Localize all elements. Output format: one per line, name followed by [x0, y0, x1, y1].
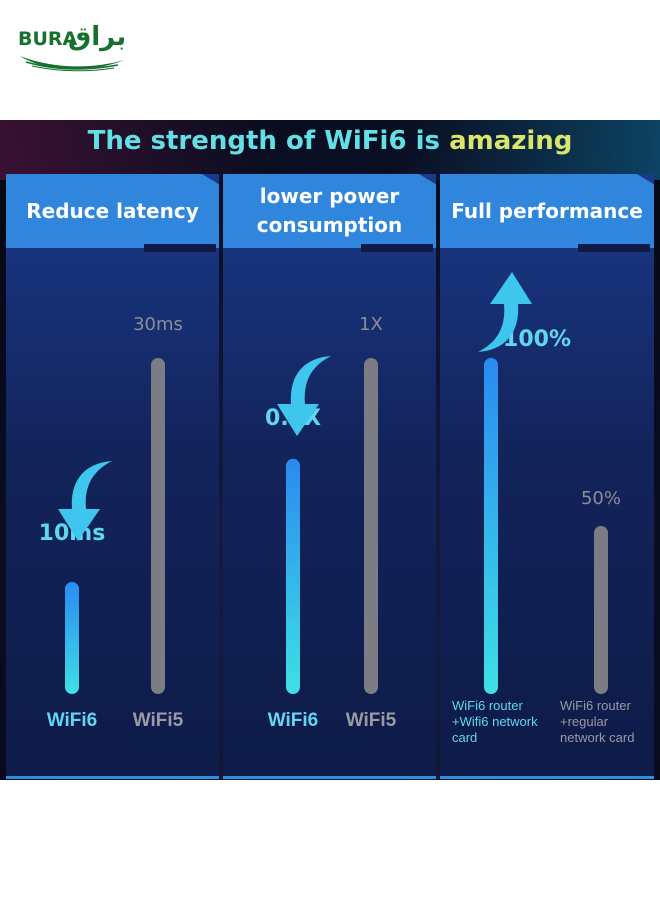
power-panel: lower power consumption 0.7XWiFi61XWiFi5 [223, 174, 436, 779]
bar-wifi6 [286, 458, 300, 694]
panel-title: Reduce latency [26, 198, 199, 223]
panel-title: lower power consumption [256, 184, 403, 237]
data-label: 30ms [133, 314, 183, 335]
down-arrow-icon [58, 461, 112, 541]
brand-logo: BURA براق [18, 22, 128, 74]
panel-header [223, 174, 436, 248]
wifi6-banner: The strength of WiFi6 is amazing Reduce … [0, 120, 660, 780]
bar-wifi5 [364, 358, 378, 694]
category-label: WiFi6 router +Wifi6 network card [452, 698, 538, 745]
data-label: 50% [581, 488, 621, 509]
logo-latin-text: BURA [18, 28, 78, 50]
panel-tab [361, 244, 433, 252]
headline-part1: The strength of WiFi6 is [87, 126, 440, 156]
data-label: 100% [503, 327, 571, 352]
up-arrow-icon [478, 272, 532, 352]
category-label: WiFi6 [47, 710, 98, 731]
bar-wifi5 [594, 526, 608, 694]
category-label: WiFi5 [346, 710, 397, 731]
headline: The strength of WiFi6 is amazing [0, 126, 660, 156]
bar-wifi6 [484, 358, 498, 694]
panel-header [6, 174, 219, 248]
category-label: WiFi5 [133, 710, 184, 731]
panel-tab [144, 244, 216, 252]
panel-header [440, 174, 654, 248]
bar-wifi6 [65, 582, 79, 694]
data-label: 1X [359, 314, 383, 335]
headline-part2: amazing [449, 126, 573, 156]
bar-wifi5 [151, 358, 165, 694]
panel-title: Full performance [451, 198, 643, 223]
down-arrow-icon [277, 356, 331, 436]
power-chart: 0.7XWiFi61XWiFi5 [265, 314, 397, 731]
latency-panel: Reduce latency 10ms WiFi6 30ms WiFi5 [6, 174, 219, 779]
category-label: WiFi6 [268, 710, 319, 731]
logo-arabic-text: براق [68, 22, 127, 52]
performance-panel: Full performance 100% WiFi6 router +Wifi6 … [440, 174, 654, 779]
logo-swoosh-icon [20, 56, 124, 72]
panel-tab [578, 244, 650, 252]
category-label: WiFi6 router +regular network card [560, 698, 634, 745]
performance-chart: 100% WiFi6 router +Wifi6 network card 50% WiF… [452, 327, 634, 745]
